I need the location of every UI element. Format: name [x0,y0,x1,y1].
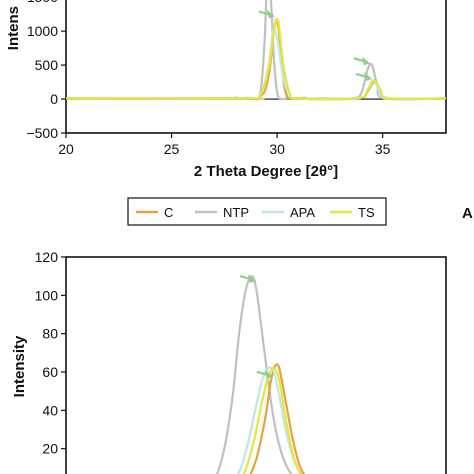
series-apa-line [66,28,446,101]
y-tick-label: 1500 [27,0,58,5]
x-axis-label: 2 Theta Degree [2θ°] [194,163,338,180]
series-ts-line [242,367,302,474]
y-tick-label: 80 [42,326,58,342]
legend-label-c: C [164,205,173,220]
x-tick-label: 35 [375,141,391,157]
arrow-peak-30-head [266,9,275,19]
y-tick-label: 20 [42,441,58,457]
series-c-line [66,17,446,101]
arrow-peak-ntp-head [247,274,256,283]
y-tick-label: 120 [35,249,59,265]
y-tick-label: 60 [42,364,58,380]
arrow-peak-34-lower-head [364,71,372,81]
legend-label-apa: APA [290,205,315,220]
y-tick-label: 500 [35,57,59,73]
series-ntp-line [215,275,293,474]
bottom-chart: 20 40 60 80 100 120 Intensity [11,249,447,474]
legend-label-ts: TS [358,205,375,220]
legend-box [127,197,387,226]
y-tick-label: 1000 [27,23,58,39]
y-axis-label: Intensity [11,335,28,397]
series-c-line [249,363,306,474]
top-chart: −500 0 500 1000 1500 20 25 30 35 2 Theta Degree [… [5,0,447,180]
arrow-peak-34-upper-head [361,56,370,66]
x-tick-label: 25 [164,141,180,157]
y-tick-label: 100 [35,287,59,303]
series-ntp-line [66,0,446,101]
panel-letter: A [462,205,473,222]
y-tick-label: 0 [50,91,58,107]
x-tick-label: 20 [58,141,74,157]
plot-frame [65,0,447,134]
series-ts-line [66,17,446,101]
y-tick-label: −500 [26,125,58,141]
arrow-peak-others-head [264,369,273,379]
y-tick-label: 40 [42,402,58,418]
x-tick-label: 30 [269,141,285,157]
legend: C NTP APA TS [127,197,387,226]
y-axis-label: Intens [5,6,22,50]
legend-label-ntp: NTP [223,205,249,220]
